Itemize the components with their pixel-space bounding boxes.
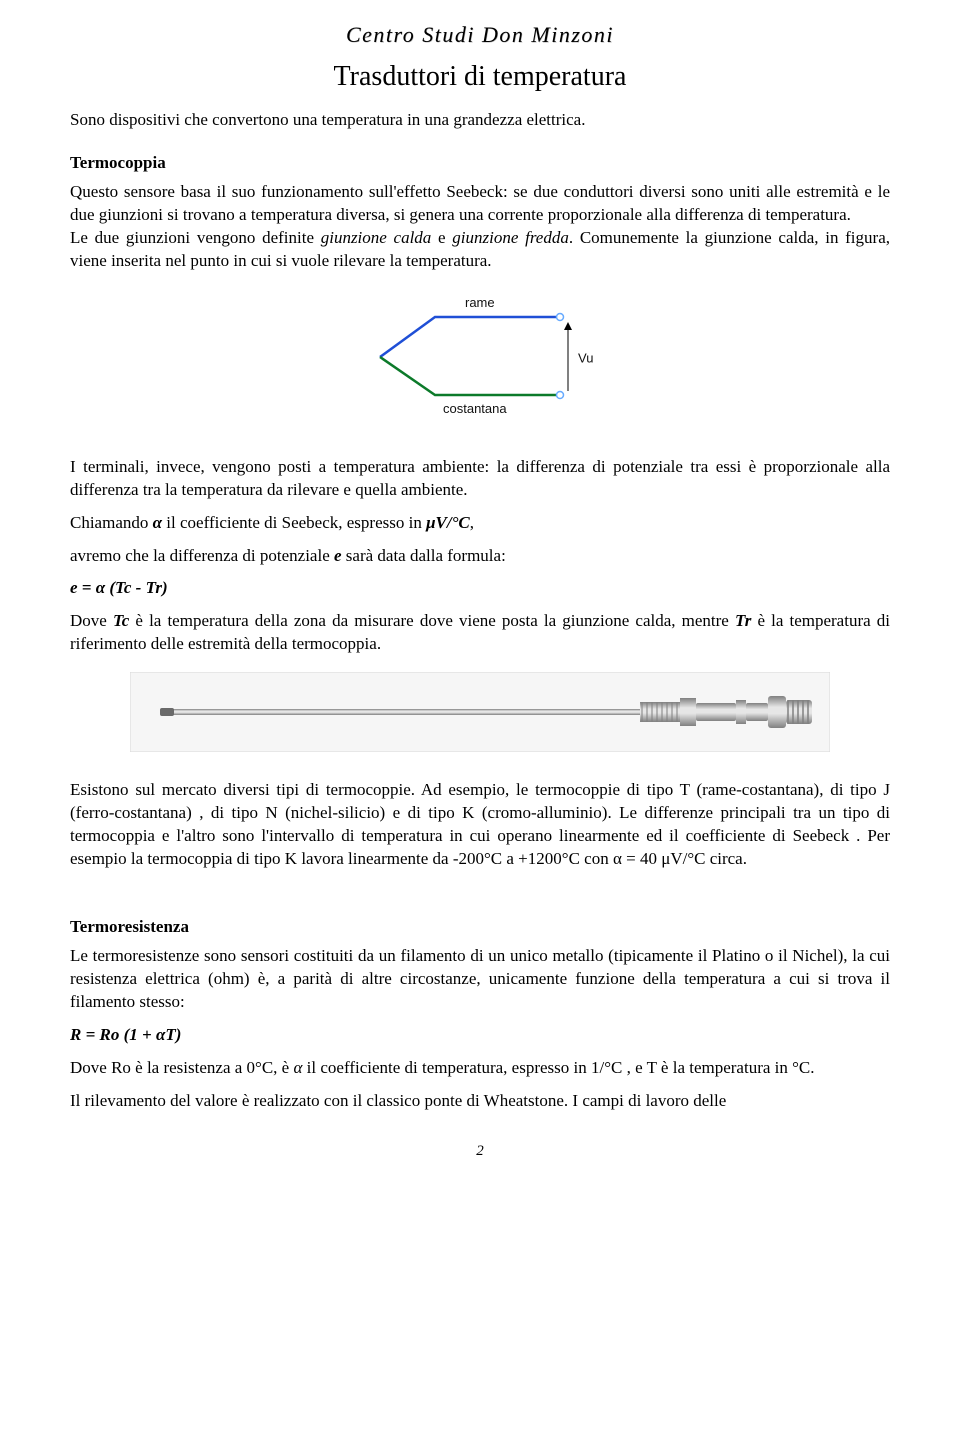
page-title: Trasduttori di temperatura: [70, 58, 890, 96]
thermocouple-diagram: rame costantana Vu: [70, 287, 890, 434]
thermocouple-svg: rame costantana Vu: [340, 287, 620, 427]
page-number: 2: [70, 1141, 890, 1161]
text-span: ,: [470, 513, 474, 532]
text-span: è la temperatura della zona da misurare …: [129, 611, 735, 630]
text-bold-italic: e: [334, 546, 342, 565]
formula-resistance: R = Ro (1 + αT): [70, 1024, 890, 1047]
text-italic: giunzione calda: [321, 228, 432, 247]
intro-text: Sono dispositivi che convertono una temp…: [70, 109, 890, 132]
text-span: il coefficiente di Seebeck, espresso in: [162, 513, 426, 532]
text-span: avremo che la differenza di potenziale: [70, 546, 334, 565]
text-italic: giunzione fredda: [452, 228, 569, 247]
text-bold-italic: Tr: [735, 611, 751, 630]
termoresistenza-para-1: Le termoresistenze sono sensori costitui…: [70, 945, 890, 1014]
text-span: Dove: [70, 611, 113, 630]
text-span: Dove Ro è la resistenza a 0°C, è: [70, 1058, 293, 1077]
text-span: sarà data dalla formula:: [342, 546, 506, 565]
text-span: il coefficiente di temperatura, espresso…: [302, 1058, 814, 1077]
text-bold-italic: Tc: [113, 611, 129, 630]
termocoppia-para-1: Questo sensore basa il suo funzionamento…: [70, 181, 890, 273]
text-span: Chiamando: [70, 513, 153, 532]
text-bold-italic: μV/°C: [426, 513, 470, 532]
probe-image: [70, 672, 890, 759]
termoresistenza-para-2: Dove Ro è la resistenza a 0°C, è α il co…: [70, 1057, 890, 1080]
termocoppia-heading: Termocoppia: [70, 152, 890, 175]
termocoppia-para-3: Chiamando α il coefficiente di Seebeck, …: [70, 512, 890, 535]
termoresistenza-heading: Termoresistenza: [70, 916, 890, 939]
text-span: e: [431, 228, 452, 247]
termocoppia-para-2: I terminali, invece, vengono posti a tem…: [70, 456, 890, 502]
svg-text:costantana: costantana: [443, 401, 507, 416]
svg-text:Vu: Vu: [578, 351, 593, 366]
termocoppia-para-4: avremo che la differenza di potenziale e…: [70, 545, 890, 568]
termoresistenza-para-3: Il rilevamento del valore è realizzato c…: [70, 1090, 890, 1113]
text-bold-italic: α: [153, 513, 162, 532]
text-span: Le due giunzioni vengono definite: [70, 228, 321, 247]
header-org: Centro Studi Don Minzoni: [70, 20, 890, 50]
termocoppia-para-6: Esistono sul mercato diversi tipi di ter…: [70, 779, 890, 871]
svg-text:rame: rame: [465, 295, 495, 310]
probe-svg: [130, 672, 830, 752]
text-span: Questo sensore basa il suo funzionamento…: [70, 182, 890, 224]
termocoppia-para-5: Dove Tc è la temperatura della zona da m…: [70, 610, 890, 656]
formula-seebeck: e = α (Tc - Tr): [70, 577, 890, 600]
